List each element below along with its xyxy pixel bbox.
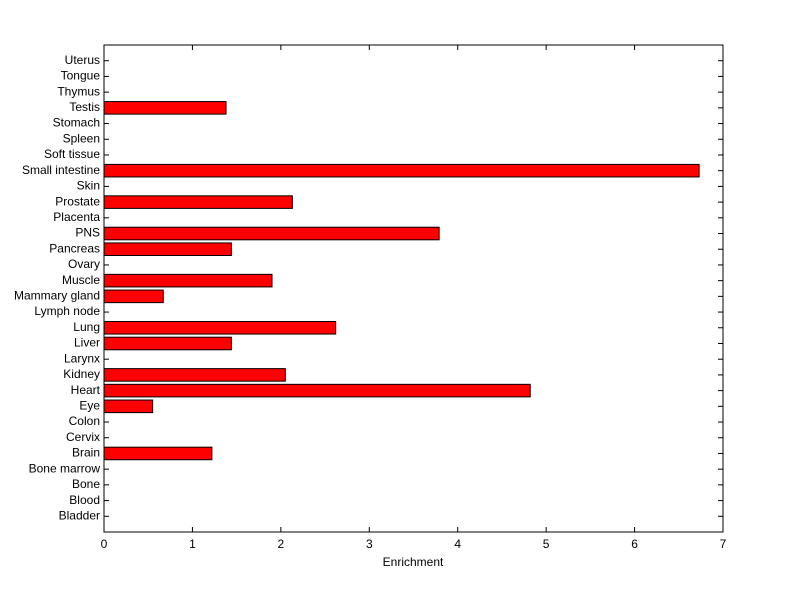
bar: [103, 289, 164, 304]
y-tick-label: Prostate: [55, 194, 100, 208]
y-tick-label: Cervix: [66, 430, 100, 444]
x-tick-label: 7: [720, 537, 727, 551]
y-tick-label: Testis: [69, 100, 100, 114]
x-tick-label: 4: [454, 537, 461, 551]
y-tick-label: Liver: [74, 336, 100, 350]
y-tick-label: Muscle: [62, 273, 100, 287]
bar: [103, 399, 154, 414]
bar: [103, 383, 531, 398]
bar: [103, 242, 232, 257]
bar: [103, 163, 700, 178]
y-tick-label: Skin: [77, 179, 100, 193]
y-tick-label: Soft tissue: [44, 147, 100, 161]
y-tick-label: Brain: [72, 446, 100, 460]
bar: [103, 320, 337, 335]
bar: [103, 446, 213, 461]
y-tick-label: Lung: [73, 320, 100, 334]
y-tick-label: Pancreas: [49, 241, 100, 255]
bar: [103, 226, 440, 241]
y-tick-label: Ovary: [68, 257, 100, 271]
x-tick-label: 5: [543, 537, 550, 551]
bar: [103, 368, 286, 382]
bar: [103, 195, 293, 209]
y-tick-label: Blood: [69, 493, 100, 507]
y-tick-label: Stomach: [53, 116, 100, 130]
x-tick-label: 6: [631, 537, 638, 551]
y-tick-label: Bladder: [59, 508, 100, 522]
y-tick-label: Tongue: [61, 69, 101, 83]
y-tick-label: Eye: [79, 398, 100, 412]
x-tick-label: 0: [101, 537, 108, 551]
y-tick-label: Bone marrow: [29, 461, 101, 475]
y-tick-label: Spleen: [63, 131, 100, 145]
x-tick-label: 3: [366, 537, 373, 551]
y-tick-label: Placenta: [53, 210, 100, 224]
y-tick-label: PNS: [75, 226, 100, 240]
bar: [103, 273, 273, 288]
y-tick-label: Kidney: [63, 367, 100, 381]
x-axis-label: Enrichment: [383, 555, 444, 569]
y-tick-label: Mammary gland: [14, 289, 100, 303]
x-tick-label: 2: [278, 537, 285, 551]
y-tick-label: Heart: [71, 383, 101, 397]
y-tick-label: Bone: [72, 477, 100, 491]
y-tick-label: Thymus: [57, 84, 100, 98]
bar: [103, 336, 232, 351]
y-tick-label: Uterus: [65, 53, 100, 67]
y-tick-label: Lymph node: [34, 304, 100, 318]
y-tick-label: Small intestine: [22, 163, 100, 177]
bar: [103, 101, 227, 115]
y-tick-label: Colon: [69, 414, 100, 428]
y-tick-label: Larynx: [64, 351, 100, 365]
x-tick-label: 1: [189, 537, 196, 551]
